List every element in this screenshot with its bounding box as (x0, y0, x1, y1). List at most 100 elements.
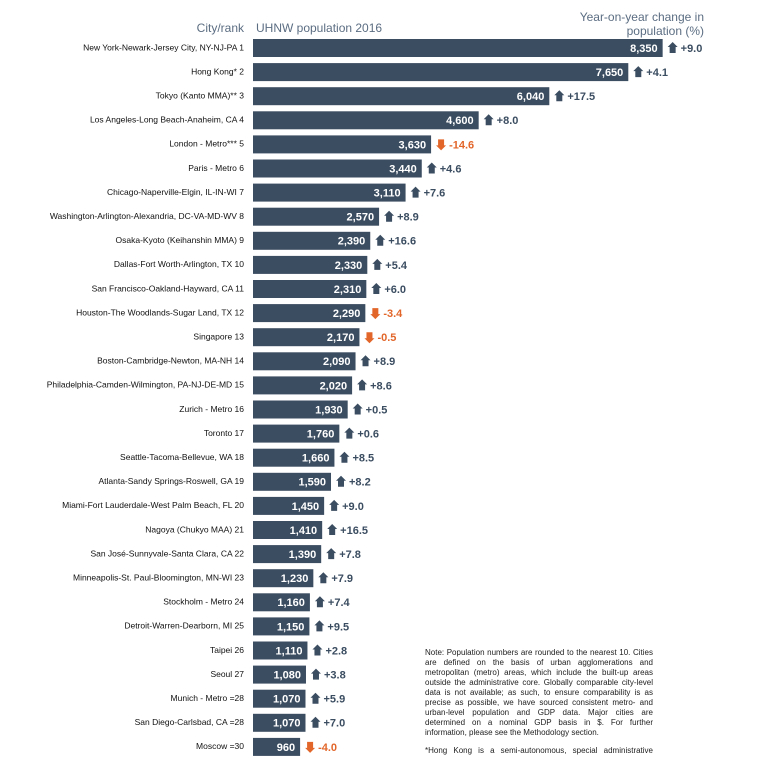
change-label: +5.4 (385, 260, 408, 272)
bar-value-label: 2,020 (320, 380, 348, 392)
category-label: Moscow =30 (196, 741, 244, 751)
down-arrow (436, 139, 447, 151)
category-label: San José-Sunnyvale-Santa Clara, CA 22 (90, 548, 244, 558)
bar-value-label: 960 (277, 742, 295, 754)
bar (253, 424, 340, 443)
bar (253, 280, 367, 298)
bar-value-label: 1,410 (290, 525, 318, 537)
change-label: -14.6 (449, 139, 474, 151)
bar-value-label: 1,110 (276, 645, 303, 657)
change-label: +8.5 (352, 453, 374, 465)
up-arrow (327, 524, 338, 535)
change-label: +8.6 (370, 380, 392, 392)
change-label: +2.8 (325, 645, 347, 657)
up-arrow (339, 451, 350, 463)
up-arrow (318, 572, 329, 584)
change-label: -0.5 (377, 332, 396, 344)
bar (253, 352, 356, 371)
down-arrow (370, 308, 381, 320)
up-arrow (326, 548, 337, 560)
category-label: Seoul 27 (210, 669, 244, 679)
category-label: Los Angeles-Long Beach-Anaheim, CA 4 (90, 115, 244, 125)
bar (253, 472, 332, 491)
bar-value-label: 1,660 (302, 453, 330, 465)
bar-value-label: 2,310 (334, 284, 362, 296)
bar-value-label: 2,170 (327, 332, 355, 344)
category-label: New York-Newark-Jersey City, NY-NJ-PA 1 (83, 42, 244, 52)
bar (253, 400, 348, 419)
change-label: +0.6 (357, 429, 379, 441)
bar-value-label: 1,160 (277, 597, 305, 609)
change-label: +7.8 (339, 549, 361, 561)
up-arrow (314, 620, 325, 632)
bar-value-label: 1,080 (273, 670, 301, 682)
category-label: Washington-Arlington-Alexandria, DC-VA-M… (50, 211, 244, 221)
change-label: +7.9 (331, 573, 353, 585)
category-label: Zurich - Metro 16 (179, 404, 244, 414)
bar-value-label: 4,600 (446, 115, 474, 127)
bar (253, 183, 406, 202)
bar-value-label: 2,570 (347, 212, 375, 224)
bar (253, 713, 306, 732)
up-arrow (312, 644, 323, 656)
up-arrow (310, 716, 321, 728)
change-label: +8.9 (374, 356, 396, 368)
bar (253, 159, 422, 178)
change-label: -4.0 (318, 742, 337, 754)
category-label: Detroit-Warren-Dearborn, MI 25 (124, 621, 244, 631)
change-label: +9.5 (327, 621, 349, 633)
category-label: Houston-The Woodlands-Sugar Land, TX 12 (76, 307, 244, 317)
change-label: +6.0 (384, 284, 406, 296)
category-label: Taipei 26 (210, 645, 244, 655)
change-label: +8.9 (397, 212, 419, 224)
footnote: *Hong Kong is a semi-autonomous, special… (425, 746, 653, 757)
category-label: Paris - Metro 6 (188, 163, 244, 173)
bar (253, 665, 306, 684)
bar-value-label: 1,150 (277, 621, 305, 633)
up-arrow (360, 355, 371, 367)
bar (253, 448, 335, 467)
change-label: +3.8 (324, 670, 346, 682)
category-label: London - Metro*** 5 (169, 139, 244, 149)
change-label: +5.9 (323, 694, 345, 706)
bar (253, 617, 310, 636)
change-label: +7.4 (328, 597, 351, 609)
up-arrow (371, 283, 382, 294)
bar-value-label: 1,760 (307, 429, 335, 441)
category-label: Toronto 17 (204, 428, 244, 438)
up-arrow (633, 66, 644, 78)
category-label: Osaka-Kyoto (Keihanshin MMA) 9 (116, 235, 245, 245)
bar-value-label: 1,230 (281, 573, 309, 585)
up-arrow (410, 186, 421, 198)
bar (253, 737, 301, 756)
category-label: Munich - Metro =28 (171, 693, 245, 703)
category-label: Seattle-Tacoma-Bellevue, WA 18 (120, 452, 244, 462)
bar (253, 63, 629, 82)
bar-value-label: 1,590 (298, 477, 326, 489)
change-label: +9.0 (681, 43, 703, 55)
bar-value-label: 1,070 (273, 694, 301, 706)
change-label: +17.5 (567, 91, 595, 103)
change-label: +7.0 (323, 718, 345, 730)
category-label: Stockholm - Metro 24 (163, 597, 244, 607)
bar-value-label: 3,440 (389, 163, 417, 175)
change-label: +16.6 (388, 236, 416, 248)
up-arrow (329, 499, 340, 511)
bar (253, 231, 371, 250)
category-label: Philadelphia-Camden-Wilmington, PA-NJ-DE… (47, 380, 245, 390)
bar-value-label: 1,450 (292, 501, 320, 513)
bar (253, 207, 380, 226)
bar (253, 255, 368, 274)
bar (253, 135, 432, 154)
category-label: Minneapolis-St. Paul-Bloomington, MN-WI … (73, 572, 244, 582)
change-label: +8.0 (497, 115, 519, 127)
bar (253, 593, 310, 612)
bar (253, 569, 314, 588)
bar-value-label: 1,930 (315, 404, 343, 416)
bar (253, 545, 322, 564)
category-label: Atlanta-Sandy Springs-Roswell, GA 19 (98, 476, 244, 486)
category-label: Tokyo (Kanto MMA)** 3 (156, 90, 245, 100)
category-label: Dallas-Fort Worth-Arlington, TX 10 (114, 259, 244, 269)
